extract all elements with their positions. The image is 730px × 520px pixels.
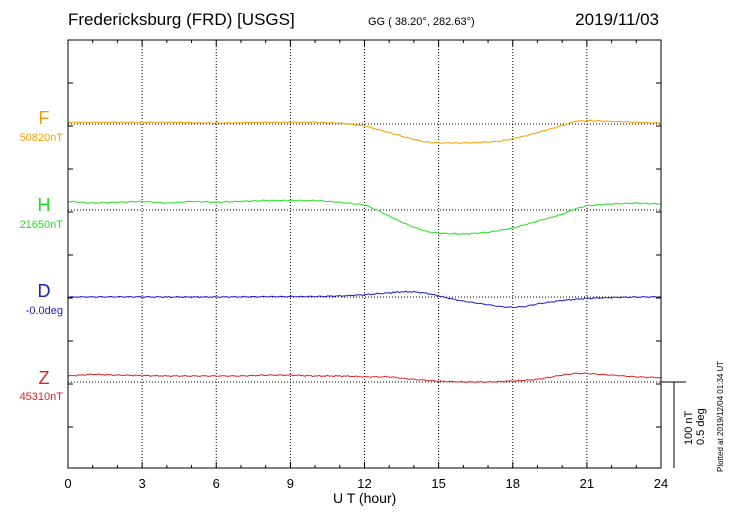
series-name-h: H (38, 195, 51, 215)
baseline-label-d: -0.0deg (26, 305, 63, 317)
plotted-timestamp: Plotted at 2019/12/04 01:34 UT (716, 360, 725, 472)
baseline-label-h: 21650nT (20, 219, 64, 231)
baseline-label-f: 50820nT (20, 132, 64, 144)
x-tick-label: 6 (213, 476, 220, 491)
trace-d (68, 290, 662, 309)
x-axis-ticks: 0 3 6 9 12 15 18 21 24 (64, 40, 668, 491)
scale-bar (661, 381, 686, 468)
component-labels: F 50820nT H 21650nT D -0.0deg Z 45310nT (20, 108, 64, 403)
scale-label: 100 nT 0.5 deg (683, 408, 707, 445)
trace-f (67, 119, 661, 144)
series-name-d: D (38, 281, 51, 301)
date-label: 2019/11/03 (575, 10, 659, 29)
coordinates-label: GG ( 38.20°, 282.63°) (368, 16, 475, 28)
scale-primary: 100 nT (683, 410, 695, 445)
series-name-z: Z (39, 368, 50, 388)
x-tick-label: 24 (654, 476, 668, 491)
station-title: Fredericksburg (FRD) [USGS] (68, 10, 295, 29)
x-tick-label: 0 (64, 476, 71, 491)
baseline-label-z: 45310nT (20, 391, 64, 403)
traces (67, 119, 662, 384)
grid (141, 40, 588, 468)
x-tick-label: 21 (580, 476, 594, 491)
x-tick-label: 3 (139, 476, 146, 491)
series-name-f: F (39, 108, 50, 128)
x-tick-label: 18 (506, 476, 520, 491)
scale-secondary: 0.5 deg (695, 408, 707, 445)
x-axis-label: U T (hour) (333, 490, 397, 506)
x-tick-label: 9 (287, 476, 294, 491)
trace-z (67, 372, 662, 384)
x-tick-label: 12 (357, 476, 371, 491)
trace-h (67, 199, 662, 235)
x-tick-label: 15 (431, 476, 445, 491)
